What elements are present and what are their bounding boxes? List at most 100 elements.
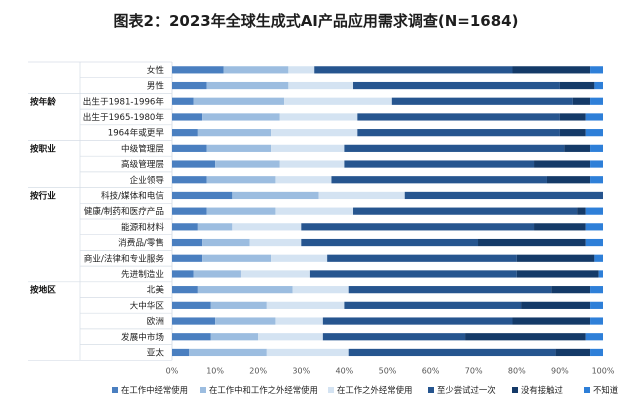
legend-swatch — [428, 387, 434, 393]
bar-segment — [344, 144, 565, 152]
category-label: 健康/制药和医疗产品 — [84, 205, 164, 217]
bar-segment — [288, 81, 354, 90]
bar-segment — [279, 113, 358, 121]
bar-segment — [590, 144, 603, 152]
bar-segment — [551, 286, 591, 294]
bar-segment — [206, 207, 276, 215]
bar-segment — [585, 238, 603, 247]
category-label: 商业/法律和专业服务 — [84, 252, 165, 264]
bar-segment — [206, 81, 289, 90]
bar-segment — [404, 191, 603, 200]
bar-segment — [594, 81, 603, 90]
x-tick-label: 70% — [465, 366, 483, 375]
legend-label: 没有接触过 — [521, 385, 563, 395]
group-label: 按行业 — [30, 189, 56, 201]
bar-segment — [172, 176, 207, 184]
bar-segment — [348, 286, 552, 294]
bar-segment — [357, 113, 560, 121]
bar-segment — [353, 81, 560, 90]
bar-segment — [206, 176, 276, 184]
bar-segment — [516, 270, 599, 278]
bar-segment — [590, 97, 603, 105]
x-tick-label: 80% — [508, 366, 526, 375]
bar-segment — [202, 254, 272, 262]
category-label: 中级管理层 — [121, 142, 164, 154]
bar-segment — [309, 270, 517, 278]
bar-segment — [598, 270, 603, 278]
bar-segment — [559, 81, 595, 90]
bar-segment — [534, 160, 591, 168]
bar-segment — [590, 66, 603, 74]
bar-segment — [590, 160, 603, 168]
bar-segment — [590, 301, 603, 309]
bar-segment — [249, 238, 302, 247]
legend: 在工作中经常使用 在工作中和工作之外经常使用 在工作之外经常使用 至少尝试过一次 没有接… — [112, 385, 619, 395]
bar-segment — [275, 176, 332, 184]
bar-segment — [590, 317, 603, 325]
legend-label: 在工作中经常使用 — [121, 385, 188, 395]
bar-segment — [202, 113, 280, 121]
bar-segment — [534, 223, 586, 231]
x-axis-tick-labels: 0% 10% 20% 30% 40% 50% 60% 70% 80% 90% 100% — [166, 366, 615, 375]
bar-segment — [172, 160, 216, 168]
bar-segment — [564, 144, 591, 152]
category-label: 能源和材料 — [121, 221, 164, 233]
category-label: 出生于1965-1980年 — [83, 111, 165, 123]
bar-segment — [590, 286, 603, 294]
bar-segment — [172, 191, 233, 200]
bar-segment — [391, 97, 573, 105]
chart-title: 图表2：2023年全球生成式AI产品应用需求调查(N=1684) — [114, 12, 519, 30]
bar-segment — [594, 254, 603, 262]
category-label: 欧洲 — [147, 315, 164, 327]
bar-segment — [301, 238, 479, 247]
bar-segment — [193, 97, 285, 105]
legend-swatch — [112, 387, 118, 393]
bar-segment — [271, 129, 358, 137]
bar-segment — [258, 333, 323, 341]
x-tick-label: 50% — [379, 366, 397, 375]
bar-segment — [215, 160, 280, 168]
bar-segment — [590, 176, 603, 184]
legend-label: 在工作之外经常使用 — [337, 385, 412, 395]
bar-segment — [559, 129, 586, 137]
x-tick-label: 0% — [166, 366, 179, 375]
label-table-grid — [28, 61, 173, 361]
bar-segment — [465, 333, 586, 341]
x-tick-label: 40% — [336, 366, 354, 375]
bar-segments — [172, 66, 603, 357]
bar-segment — [585, 129, 603, 137]
bar-segment — [348, 348, 556, 357]
bar-segment — [590, 348, 603, 357]
bar-segment — [172, 207, 207, 215]
bar-segment — [197, 129, 272, 137]
bar-segment — [193, 270, 241, 278]
bar-segment — [478, 238, 586, 247]
bar-segment — [223, 66, 289, 74]
bar-segment — [172, 223, 198, 231]
bar-segment — [292, 286, 349, 294]
bar-segment — [266, 301, 345, 309]
bar-segment — [275, 207, 354, 215]
bar-segment — [172, 81, 207, 90]
category-label: 高级管理层 — [121, 158, 164, 170]
bar-segment — [215, 317, 276, 325]
x-tick-label: 30% — [292, 366, 310, 375]
legend-swatch — [512, 387, 518, 393]
bar-segment — [585, 113, 603, 121]
category-label: 女性 — [147, 64, 165, 76]
category-label: 科技/媒体和电信 — [101, 189, 164, 201]
bar-segment — [512, 317, 591, 325]
bar-segment — [275, 317, 323, 325]
bar-segment — [172, 270, 194, 278]
bar-segment — [516, 254, 595, 262]
x-tick-label: 60% — [422, 366, 440, 375]
bar-segment — [210, 301, 267, 309]
bar-segment — [172, 348, 190, 357]
category-label: 先进制造业 — [121, 268, 164, 280]
bar-segment — [331, 176, 547, 184]
bar-segment — [585, 223, 603, 231]
group-label: 按年龄 — [30, 95, 56, 107]
bar-segment — [172, 129, 198, 137]
